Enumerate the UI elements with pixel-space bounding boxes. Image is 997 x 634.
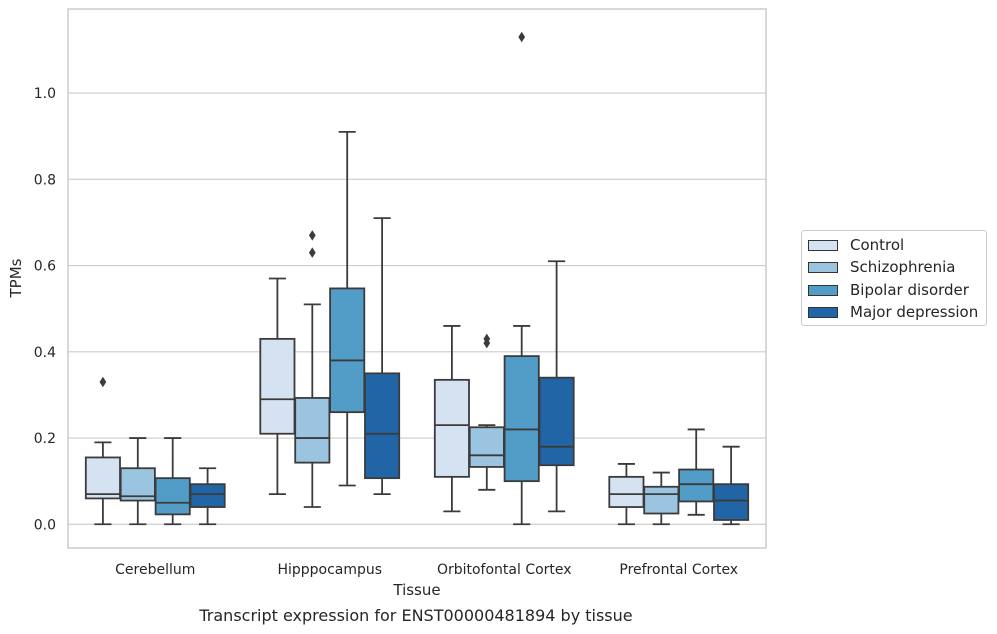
y-tick-label: 0.4 [34,345,56,361]
x-tick-label-cerebellum: Cerebellum [115,562,195,578]
box-major-depression-cerebellum [189,467,226,526]
y-tick-label: 1.0 [34,86,56,102]
y-tick-label: 0.0 [34,517,56,533]
y-axis-ticks: 0.0 0.2 0.4 0.6 0.8 1.0 [34,86,56,533]
box-schizophrenia-cerebellum [119,437,156,526]
series-schizophrenia [119,230,680,526]
box-iqr [678,468,715,503]
outlier-point [308,247,316,258]
series-major-depression [189,217,750,526]
y-tick-label: 0.6 [34,259,56,275]
box-bipolar-disorder-cerebellum [154,437,191,526]
grid-lines [68,92,766,525]
box-control-cerebellum [84,376,121,526]
box-iqr [433,378,470,478]
legend-label-major-depression: Major depression [850,303,979,321]
box-schizophrenia-hipppocampus [294,230,331,508]
box-iqr [643,485,680,515]
y-axis-label: TPMs [7,258,25,298]
outlier-point [483,333,491,345]
box-iqr [608,475,645,508]
legend-swatch-control [808,239,838,251]
box-iqr [364,372,401,480]
legend-swatch-major-depression [808,306,838,318]
x-tick-label-prefrontal-cortex: Prefrontal Cortex [619,562,738,578]
y-tick-label: 0.8 [34,172,56,188]
box-control-hipppocampus [259,277,296,496]
box-schizophrenia-orbitofontal-cortex [468,333,505,491]
box-iqr [259,337,296,435]
y-tick-label: 0.2 [34,431,56,447]
box-plot-series [84,31,750,526]
legend-label-schizophrenia: Schizophrenia [850,258,956,276]
box-major-depression-hipppocampus [364,217,401,496]
legend-swatch-bipolar-disorder [808,284,838,296]
box-iqr [294,397,331,464]
outlier-point [308,230,316,241]
legend-item-schizophrenia: Schizophrenia [808,257,955,277]
box-iqr [538,376,575,467]
chart-legend: Control Schizophrenia Bipolar disorder M… [801,230,987,326]
box-iqr [329,287,366,414]
series-control [84,277,645,526]
legend-item-bipolar-disorder: Bipolar disorder [808,280,969,300]
plot-area-frame [67,8,767,549]
box-iqr [84,456,121,500]
box-major-depression-orbitofontal-cortex [538,260,575,513]
box-bipolar-disorder-orbitofontal-cortex [503,31,540,526]
box-control-prefrontal-cortex [608,463,645,526]
outlier-point [518,31,526,43]
box-iqr [713,483,750,521]
legend-item-control: Control [808,235,904,255]
x-axis-label: Tissue [392,581,440,599]
legend-label-bipolar-disorder: Bipolar disorder [850,281,969,299]
box-iqr [468,426,505,468]
chart-title: Transcript expression for ENST0000048189… [199,606,633,625]
legend-item-major-depression: Major depression [808,302,978,322]
box-iqr [154,477,191,516]
box-bipolar-disorder-hipppocampus [329,130,366,487]
x-tick-label-orbitofontal-cortex: Orbitofontal Cortex [437,562,572,578]
box-bipolar-disorder-prefrontal-cortex [678,428,715,516]
legend-label-control: Control [850,236,905,254]
box-iqr [189,483,226,508]
box-major-depression-prefrontal-cortex [713,445,750,526]
x-axis-ticks: Cerebellum Hipppocampus Orbitofontal Corte… [115,562,738,578]
box-schizophrenia-prefrontal-cortex [643,471,680,526]
box-iqr [503,355,540,483]
legend-swatch-schizophrenia [808,261,838,273]
outlier-point [99,376,107,388]
x-tick-label-hipppocampus: Hipppocampus [277,562,382,578]
series-bipolar-disorder [154,31,715,526]
box-iqr [119,467,156,502]
box-control-orbitofontal-cortex [433,325,470,513]
